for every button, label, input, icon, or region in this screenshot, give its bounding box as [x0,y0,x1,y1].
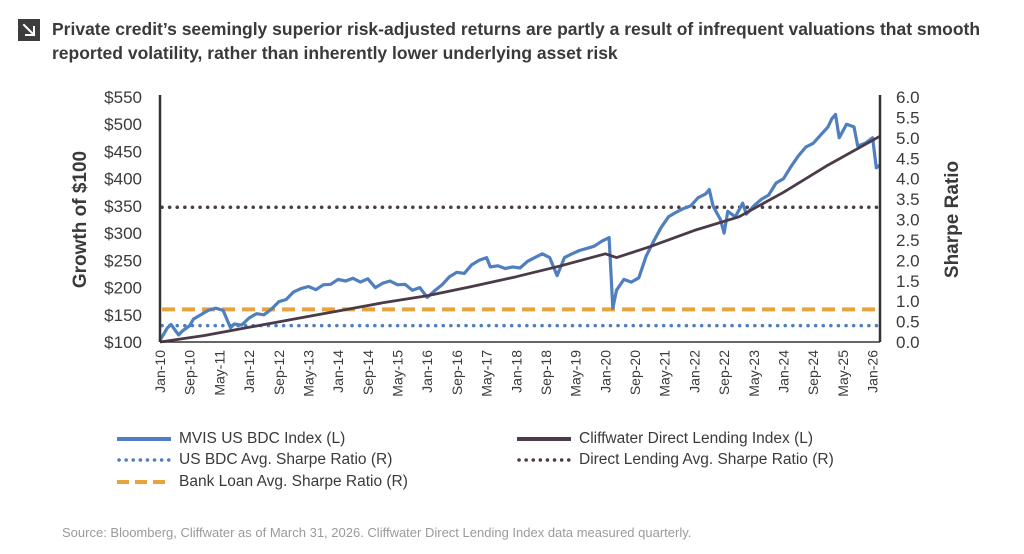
y-left-tick-label: $350 [104,197,142,216]
series-mvis-us-bdc-index-l [158,112,881,342]
x-tick-label: Sep-18 [538,350,554,395]
x-tick-label: May-13 [300,350,316,397]
legend-swatch-direct-lending-sharpe [517,458,573,462]
source-note: Source: Bloomberg, Cliffwater as of Marc… [62,525,692,540]
x-tick-label: May-15 [390,350,406,397]
x-tick-label: Sep-16 [449,350,465,395]
x-tick-label: May-17 [479,350,495,397]
x-tick-label: Jan-18 [508,350,524,393]
y-right-tick-label: 4.5 [896,149,920,168]
legend-item-mvis-bdc: MVIS US BDC Index (L) [117,430,345,448]
y-left-tick-label: $100 [104,333,142,352]
x-tick-label: Sep-12 [271,350,287,395]
legend-label-direct-lending-sharpe: Direct Lending Avg. Sharpe Ratio (R) [579,451,834,468]
legend-label-bank-loan-sharpe: Bank Loan Avg. Sharpe Ratio (R) [179,473,408,490]
x-tick-label: May-25 [835,350,851,397]
legend-swatch-mvis-bdc [117,437,171,441]
x-tick-label: Jan-24 [776,350,792,393]
y-right-tick-label: 4.0 [896,170,920,189]
x-tick-label: May-23 [746,350,762,397]
x-tick-label: Sep-24 [805,350,821,395]
x-tick-label: Sep-10 [182,350,198,395]
series-cliffwater-direct-lending-index-l [159,134,881,344]
legend-swatch-bank-loan-sharpe [117,480,171,484]
x-tick-label: May-19 [568,350,584,397]
y-left-tick-label: $500 [104,115,142,134]
legend-label-cliffwater: Cliffwater Direct Lending Index (L) [579,430,814,447]
y-left-tick-label: $450 [104,142,142,161]
x-tick-label: Jan-14 [330,350,346,393]
x-tick-label: Sep-20 [627,350,643,395]
x-tick-label: Sep-22 [716,350,732,395]
y-right-tick-label: 2.5 [896,231,920,250]
x-tick-label: Jan-10 [152,350,168,393]
y-right-tick-label: 3.5 [896,190,920,209]
y-right-tick-label: 5.5 [896,108,920,127]
y-right-tick-label: 3.0 [896,211,920,230]
y-right-tick-label: 0.5 [896,313,920,332]
y-left-tick-label: $150 [104,306,142,325]
x-tick-label: May-21 [657,350,673,397]
x-tick-label: Jan-22 [686,350,702,393]
y-right-tick-label: 1.0 [896,292,920,311]
legend-label-us-bdc-sharpe: US BDC Avg. Sharpe Ratio (R) [179,451,393,468]
chart-header: Private credit’s seemingly superior risk… [18,17,1008,65]
x-tick-label: Jan-12 [241,350,257,393]
y-left-tick-label: $250 [104,251,142,270]
legend-label-mvis-bdc: MVIS US BDC Index (L) [179,430,346,447]
y-right-tick-label: 1.5 [896,272,920,291]
chart-plot: $100 $150 $200 $250 $300 $350 $400 $450 $500 $550… [70,88,963,397]
legend-swatch-us-bdc-sharpe [117,458,173,462]
y-left-tick-label: $550 [104,88,142,107]
legend-swatch-cliffwater [517,437,571,441]
x-tick-label: Jan-26 [865,350,881,393]
x-tick-label: Jan-20 [597,350,613,393]
y-left-tick-label: $400 [104,170,142,189]
y-right-axis-title: Sharpe Ratio [942,161,963,278]
legend-item-direct-lending-sharpe: Direct Lending Avg. Sharpe Ratio (R) [517,451,834,469]
y-left-tick-label: $300 [104,224,142,243]
legend-item-cliffwater: Cliffwater Direct Lending Index (L) [517,430,813,448]
x-tick-label: Sep-14 [360,350,376,395]
legend-item-bank-loan-sharpe: Bank Loan Avg. Sharpe Ratio (R) [117,473,408,491]
y-right-tick-label: 2.0 [896,251,920,270]
x-tick-label: May-11 [211,350,227,396]
y-right-tick-label: 5.0 [896,129,920,148]
y-right-tick-label: 6.0 [896,88,920,107]
chart-title: Private credit’s seemingly superior risk… [52,19,981,63]
arrow-down-right-icon [18,19,40,41]
y-right-tick-label: 0.0 [896,333,920,352]
y-left-tick-label: $200 [104,279,142,298]
y-left-axis-title: Growth of $100 [70,151,91,288]
legend-item-us-bdc-sharpe: US BDC Avg. Sharpe Ratio (R) [117,451,392,469]
x-tick-label: Jan-16 [419,350,435,393]
